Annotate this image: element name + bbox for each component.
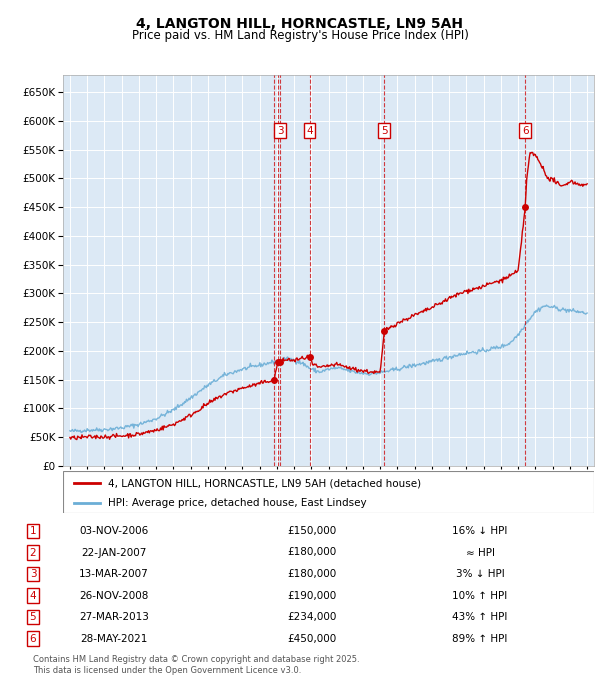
Text: 16% ↓ HPI: 16% ↓ HPI (452, 526, 508, 536)
Text: 3% ↓ HPI: 3% ↓ HPI (455, 569, 505, 579)
Text: £180,000: £180,000 (287, 547, 337, 558)
Text: 43% ↑ HPI: 43% ↑ HPI (452, 612, 508, 622)
Text: 4, LANGTON HILL, HORNCASTLE, LN9 5AH (detached house): 4, LANGTON HILL, HORNCASTLE, LN9 5AH (de… (108, 478, 421, 488)
Text: 28-MAY-2021: 28-MAY-2021 (80, 634, 148, 644)
Text: £234,000: £234,000 (287, 612, 337, 622)
Text: 10% ↑ HPI: 10% ↑ HPI (452, 590, 508, 600)
Text: 4, LANGTON HILL, HORNCASTLE, LN9 5AH: 4, LANGTON HILL, HORNCASTLE, LN9 5AH (137, 17, 464, 31)
Text: 1: 1 (29, 526, 37, 536)
Text: £150,000: £150,000 (287, 526, 337, 536)
Text: 6: 6 (29, 634, 37, 644)
Text: 5: 5 (29, 612, 37, 622)
Text: 3: 3 (277, 126, 284, 135)
Text: 03-NOV-2006: 03-NOV-2006 (79, 526, 149, 536)
Text: 3: 3 (29, 569, 37, 579)
Text: 26-NOV-2008: 26-NOV-2008 (79, 590, 149, 600)
Text: 89% ↑ HPI: 89% ↑ HPI (452, 634, 508, 644)
Text: £190,000: £190,000 (287, 590, 337, 600)
Text: 5: 5 (381, 126, 388, 135)
Text: 22-JAN-2007: 22-JAN-2007 (82, 547, 146, 558)
Text: £180,000: £180,000 (287, 569, 337, 579)
Text: £450,000: £450,000 (287, 634, 337, 644)
Text: Contains HM Land Registry data © Crown copyright and database right 2025.
This d: Contains HM Land Registry data © Crown c… (33, 655, 359, 675)
Text: 2: 2 (29, 547, 37, 558)
Text: HPI: Average price, detached house, East Lindsey: HPI: Average price, detached house, East… (108, 498, 367, 508)
Text: 4: 4 (29, 590, 37, 600)
Text: 4: 4 (306, 126, 313, 135)
Text: Price paid vs. HM Land Registry's House Price Index (HPI): Price paid vs. HM Land Registry's House … (131, 29, 469, 42)
Text: 13-MAR-2007: 13-MAR-2007 (79, 569, 149, 579)
Text: 27-MAR-2013: 27-MAR-2013 (79, 612, 149, 622)
Text: ≈ HPI: ≈ HPI (466, 547, 494, 558)
Text: 6: 6 (522, 126, 529, 135)
